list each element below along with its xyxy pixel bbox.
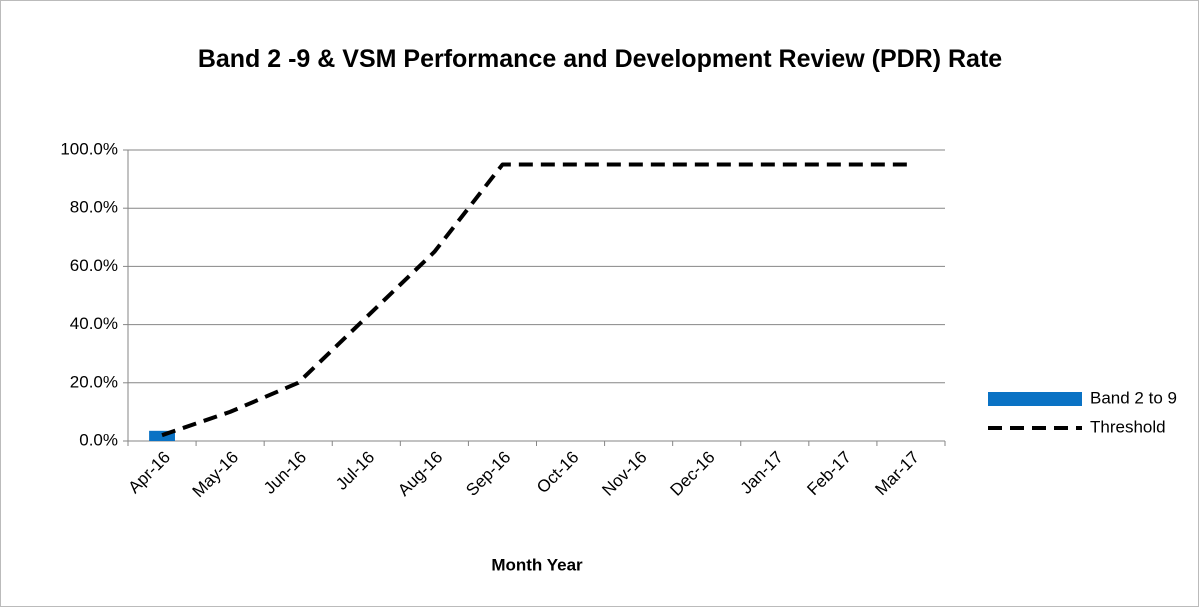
chart-title: Band 2 -9 & VSM Performance and Developm… [197,45,1003,73]
legend-label: Band 2 to 9 [1090,388,1177,407]
line [161,162,911,438]
y-tick-label: 20.0% [70,372,118,391]
y-tick-label: 100.0% [60,139,118,158]
bar [149,430,175,441]
y-tick-label: 80.0% [70,198,118,217]
y-tick-label: 40.0% [70,314,118,333]
legend-label: Threshold [1090,417,1166,436]
y-tick-label: 0.0% [79,430,118,449]
y-tick-label: 60.0% [70,256,118,275]
legend-swatch [988,392,1082,406]
x-axis-label: Month Year [491,555,583,574]
